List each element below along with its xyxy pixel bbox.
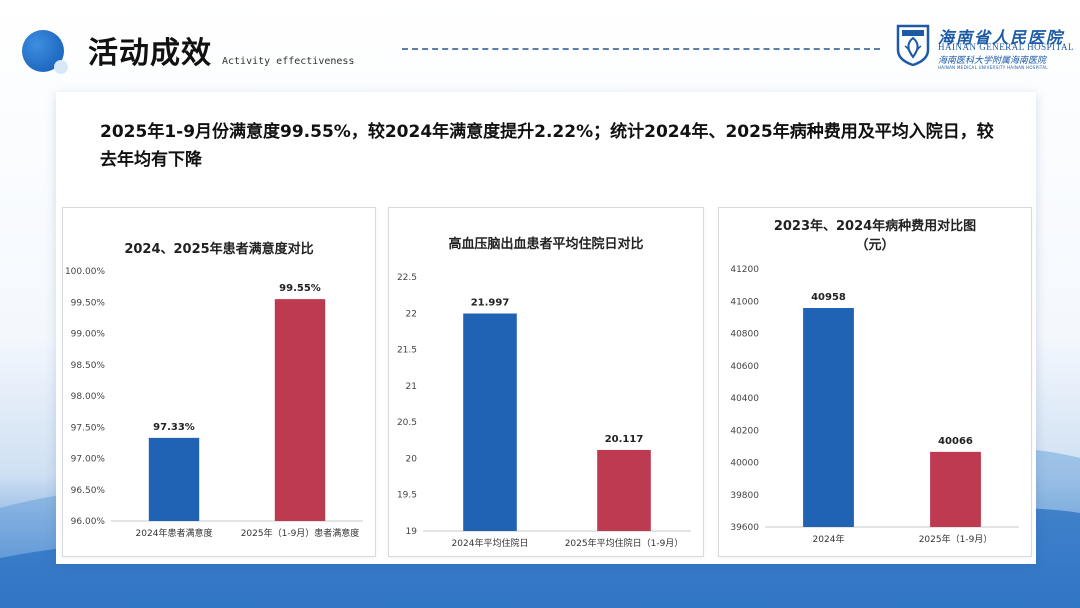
bar [274, 299, 326, 521]
data-label: 99.55% [279, 283, 321, 294]
y-tick-label: 40800 [730, 330, 759, 340]
bar [597, 449, 651, 531]
y-tick-label: 97.50% [71, 423, 106, 433]
y-tick-label: 40200 [730, 426, 759, 436]
y-tick-label: 100.00% [65, 267, 105, 277]
y-tick-label: 41200 [730, 265, 759, 275]
data-label: 40958 [811, 292, 846, 303]
y-tick-label: 97.00% [71, 455, 106, 465]
y-tick-label: 20.5 [397, 418, 417, 428]
y-tick-label: 22 [406, 309, 417, 319]
y-tick-label: 21 [406, 382, 417, 392]
y-tick-label: 40000 [730, 459, 759, 469]
bar [148, 437, 200, 521]
y-tick-label: 41000 [730, 297, 759, 307]
chart-panel-satisfaction: 2024、2025年患者满意度对比 96.00% 96.50% 97.00% 97.50… [62, 207, 376, 557]
disease-cost-chart: 2023年、2024年病种费用对比图 （元） 39600 39800 40000 4020… [730, 218, 1019, 545]
chart-title: 2023年、2024年病种费用对比图 [774, 218, 976, 234]
hospital-name-cn: 海南省人民医院 [938, 28, 1065, 47]
y-tick-label: 99.50% [71, 298, 106, 308]
satisfaction-chart: 2024、2025年患者满意度对比 96.00% 96.50% 97.00% 97.50… [65, 241, 363, 539]
data-label: 40066 [938, 436, 973, 447]
y-tick-label: 19.5 [397, 491, 417, 501]
y-tick-label: 96.50% [71, 486, 106, 496]
y-tick-label: 99.00% [71, 330, 106, 340]
chart-panel-disease-cost: 2023年、2024年病种费用对比图 （元） 39600 39800 40000 4020… [718, 207, 1032, 557]
data-label: 20.117 [605, 434, 644, 445]
bar [930, 451, 981, 527]
chart-title: 2024、2025年患者满意度对比 [124, 241, 313, 257]
y-tick-label: 96.00% [71, 517, 106, 527]
data-label: 21.997 [471, 298, 510, 309]
y-tick-label: 98.00% [71, 392, 106, 402]
page-subtitle: Activity effectiveness [222, 56, 355, 67]
category-label: 2025年（1-9月） [919, 533, 993, 545]
category-label: 2024年患者满意度 [136, 527, 213, 539]
category-label: 2024年平均住院日 [452, 537, 529, 549]
chart-panel-hospital-days: 高血压脑出血患者平均住院日对比 19 19.5 20 20.5 21 21.5 22 22.5 2… [388, 207, 704, 557]
bar [463, 313, 517, 531]
data-label: 97.33% [153, 422, 195, 433]
y-tick-label: 20 [406, 454, 418, 464]
category-label: 2025年（1-9月）患者满意度 [241, 527, 360, 539]
hospital-days-chart: 高血压脑出血患者平均住院日对比 19 19.5 20 20.5 21 21.5 22 22.5 2… [397, 236, 691, 549]
headline-text: 2025年1-9月份满意度99.55%，较2024年满意度提升2.22%；统计2… [100, 122, 994, 170]
category-label: 2025年平均住院日（1-9月） [565, 537, 684, 549]
hospital-name-en: HAINAN GENERAL HOSPITAL [938, 42, 1074, 52]
hospital-affiliation: 海南医科大学附属海南医院 [938, 56, 1047, 66]
bar [803, 308, 854, 527]
y-tick-label: 39800 [730, 491, 759, 501]
y-tick-label: 19 [406, 527, 418, 537]
y-tick-label: 98.50% [71, 361, 106, 371]
header: 活动成效 Activity effectiveness 海南省人民医院 HAIN… [0, 0, 1080, 90]
chart-title: （元） [855, 237, 894, 253]
content-card: 2025年1-9月份满意度99.55%，较2024年满意度提升2.22%；统计2… [56, 92, 1036, 564]
y-tick-label: 21.5 [397, 346, 417, 356]
y-tick-label: 40600 [730, 362, 759, 372]
hospital-affiliation-en: HAINAN MEDICAL UNIVERSITY HAINAN HOSPITA… [938, 65, 1048, 70]
header-divider [402, 48, 880, 50]
y-tick-label: 40400 [730, 394, 759, 404]
y-tick-label: 39600 [730, 523, 759, 533]
page-title: 活动成效 [88, 36, 212, 71]
y-tick-label: 22.5 [397, 273, 417, 283]
hospital-logo-icon [896, 24, 930, 66]
chart-title: 高血压脑出血患者平均住院日对比 [448, 236, 643, 252]
category-label: 2024年 [813, 533, 845, 545]
title-bullet-icon [22, 30, 68, 74]
